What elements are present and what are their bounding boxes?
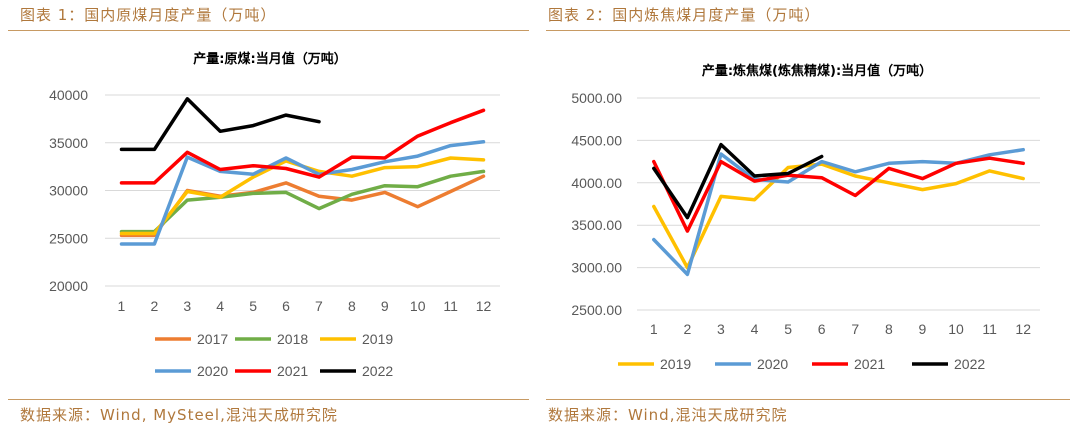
x-tick-label: 8 (348, 298, 356, 314)
x-tick-label: 7 (315, 298, 323, 314)
x-tick-label: 6 (818, 321, 826, 337)
legend-label-2019: 2019 (660, 356, 691, 372)
x-tick-label: 6 (282, 298, 290, 314)
y-tick-label: 25000 (49, 230, 88, 246)
x-tick-label: 4 (216, 298, 224, 314)
series-line-2019 (652, 162, 1025, 270)
left-source-note: 数据来源：Wind, MySteel,混沌天成研究院 (20, 406, 338, 424)
x-tick-label: 12 (476, 298, 492, 314)
x-tick-label: 5 (249, 298, 257, 314)
left-panel-heading: 图表 1：国内原煤月度产量（万吨） (20, 6, 277, 24)
y-tick-label: 4000.00 (571, 175, 622, 191)
legend-label-2017: 2017 (197, 331, 228, 347)
right-panel-heading: 图表 2：国内炼焦煤月度产量（万吨） (548, 6, 821, 24)
x-tick-label: 9 (381, 298, 389, 314)
left-heading-rule (8, 30, 529, 31)
x-tick-label: 1 (650, 321, 658, 337)
x-tick-label: 5 (784, 321, 792, 337)
legend-label-2022: 2022 (954, 356, 985, 372)
chart-title: 产量:炼焦煤(炼焦精煤):当月值（万吨） (702, 63, 932, 79)
y-tick-label: 20000 (49, 278, 88, 294)
x-tick-label: 2 (150, 298, 158, 314)
y-tick-label: 3000.00 (571, 260, 622, 276)
y-tick-label: 5000.00 (571, 90, 622, 106)
y-tick-label: 3500.00 (571, 217, 622, 233)
x-tick-label: 10 (410, 298, 426, 314)
x-tick-label: 3 (183, 298, 191, 314)
coking-coal-chart: 产量:炼焦煤(炼焦精煤):当月值（万吨） 2500.00 3000.00 3500.0… (571, 63, 1040, 372)
legend-label-2021: 2021 (854, 356, 885, 372)
series-line-2021 (119, 108, 486, 185)
legend-label-2020: 2020 (197, 363, 228, 379)
x-tick-label: 1 (118, 298, 126, 314)
x-tick-label: 11 (443, 298, 458, 314)
y-tick-label: 30000 (49, 183, 88, 199)
x-tick-label: 4 (751, 321, 759, 337)
legend-label-2019: 2019 (362, 331, 393, 347)
series-line-2022 (652, 142, 824, 220)
right-heading-rule (546, 30, 1070, 31)
y-tick-label: 4500.00 (571, 132, 622, 148)
left-footer-rule (8, 399, 529, 400)
right-footer-rule (546, 399, 1070, 400)
x-tick-label: 3 (717, 321, 725, 337)
x-tick-label: 12 (1015, 321, 1031, 337)
x-tick-label: 2 (683, 321, 691, 337)
legend-label-2020: 2020 (757, 356, 788, 372)
series-line-2019 (119, 156, 486, 236)
series-line-2021 (652, 156, 1025, 233)
y-tick-label: 40000 (49, 87, 88, 103)
legend-label-2018: 2018 (277, 331, 308, 347)
series-line-2020 (119, 140, 486, 246)
x-tick-label: 11 (982, 321, 997, 337)
right-source-note: 数据来源：Wind,混沌天成研究院 (548, 406, 788, 424)
series-line-2022 (119, 97, 321, 152)
y-tick-label: 35000 (49, 135, 88, 151)
x-tick-label: 7 (851, 321, 859, 337)
y-tick-label: 2500.00 (571, 302, 622, 318)
series-line-2018 (119, 169, 486, 234)
x-tick-label: 8 (885, 321, 893, 337)
chart-title: 产量:原煤:当月值（万吨） (193, 51, 346, 67)
legend-label-2021: 2021 (277, 363, 308, 379)
x-tick-label: 10 (948, 321, 964, 337)
legend-label-2022: 2022 (362, 363, 393, 379)
x-tick-label: 9 (919, 321, 927, 337)
